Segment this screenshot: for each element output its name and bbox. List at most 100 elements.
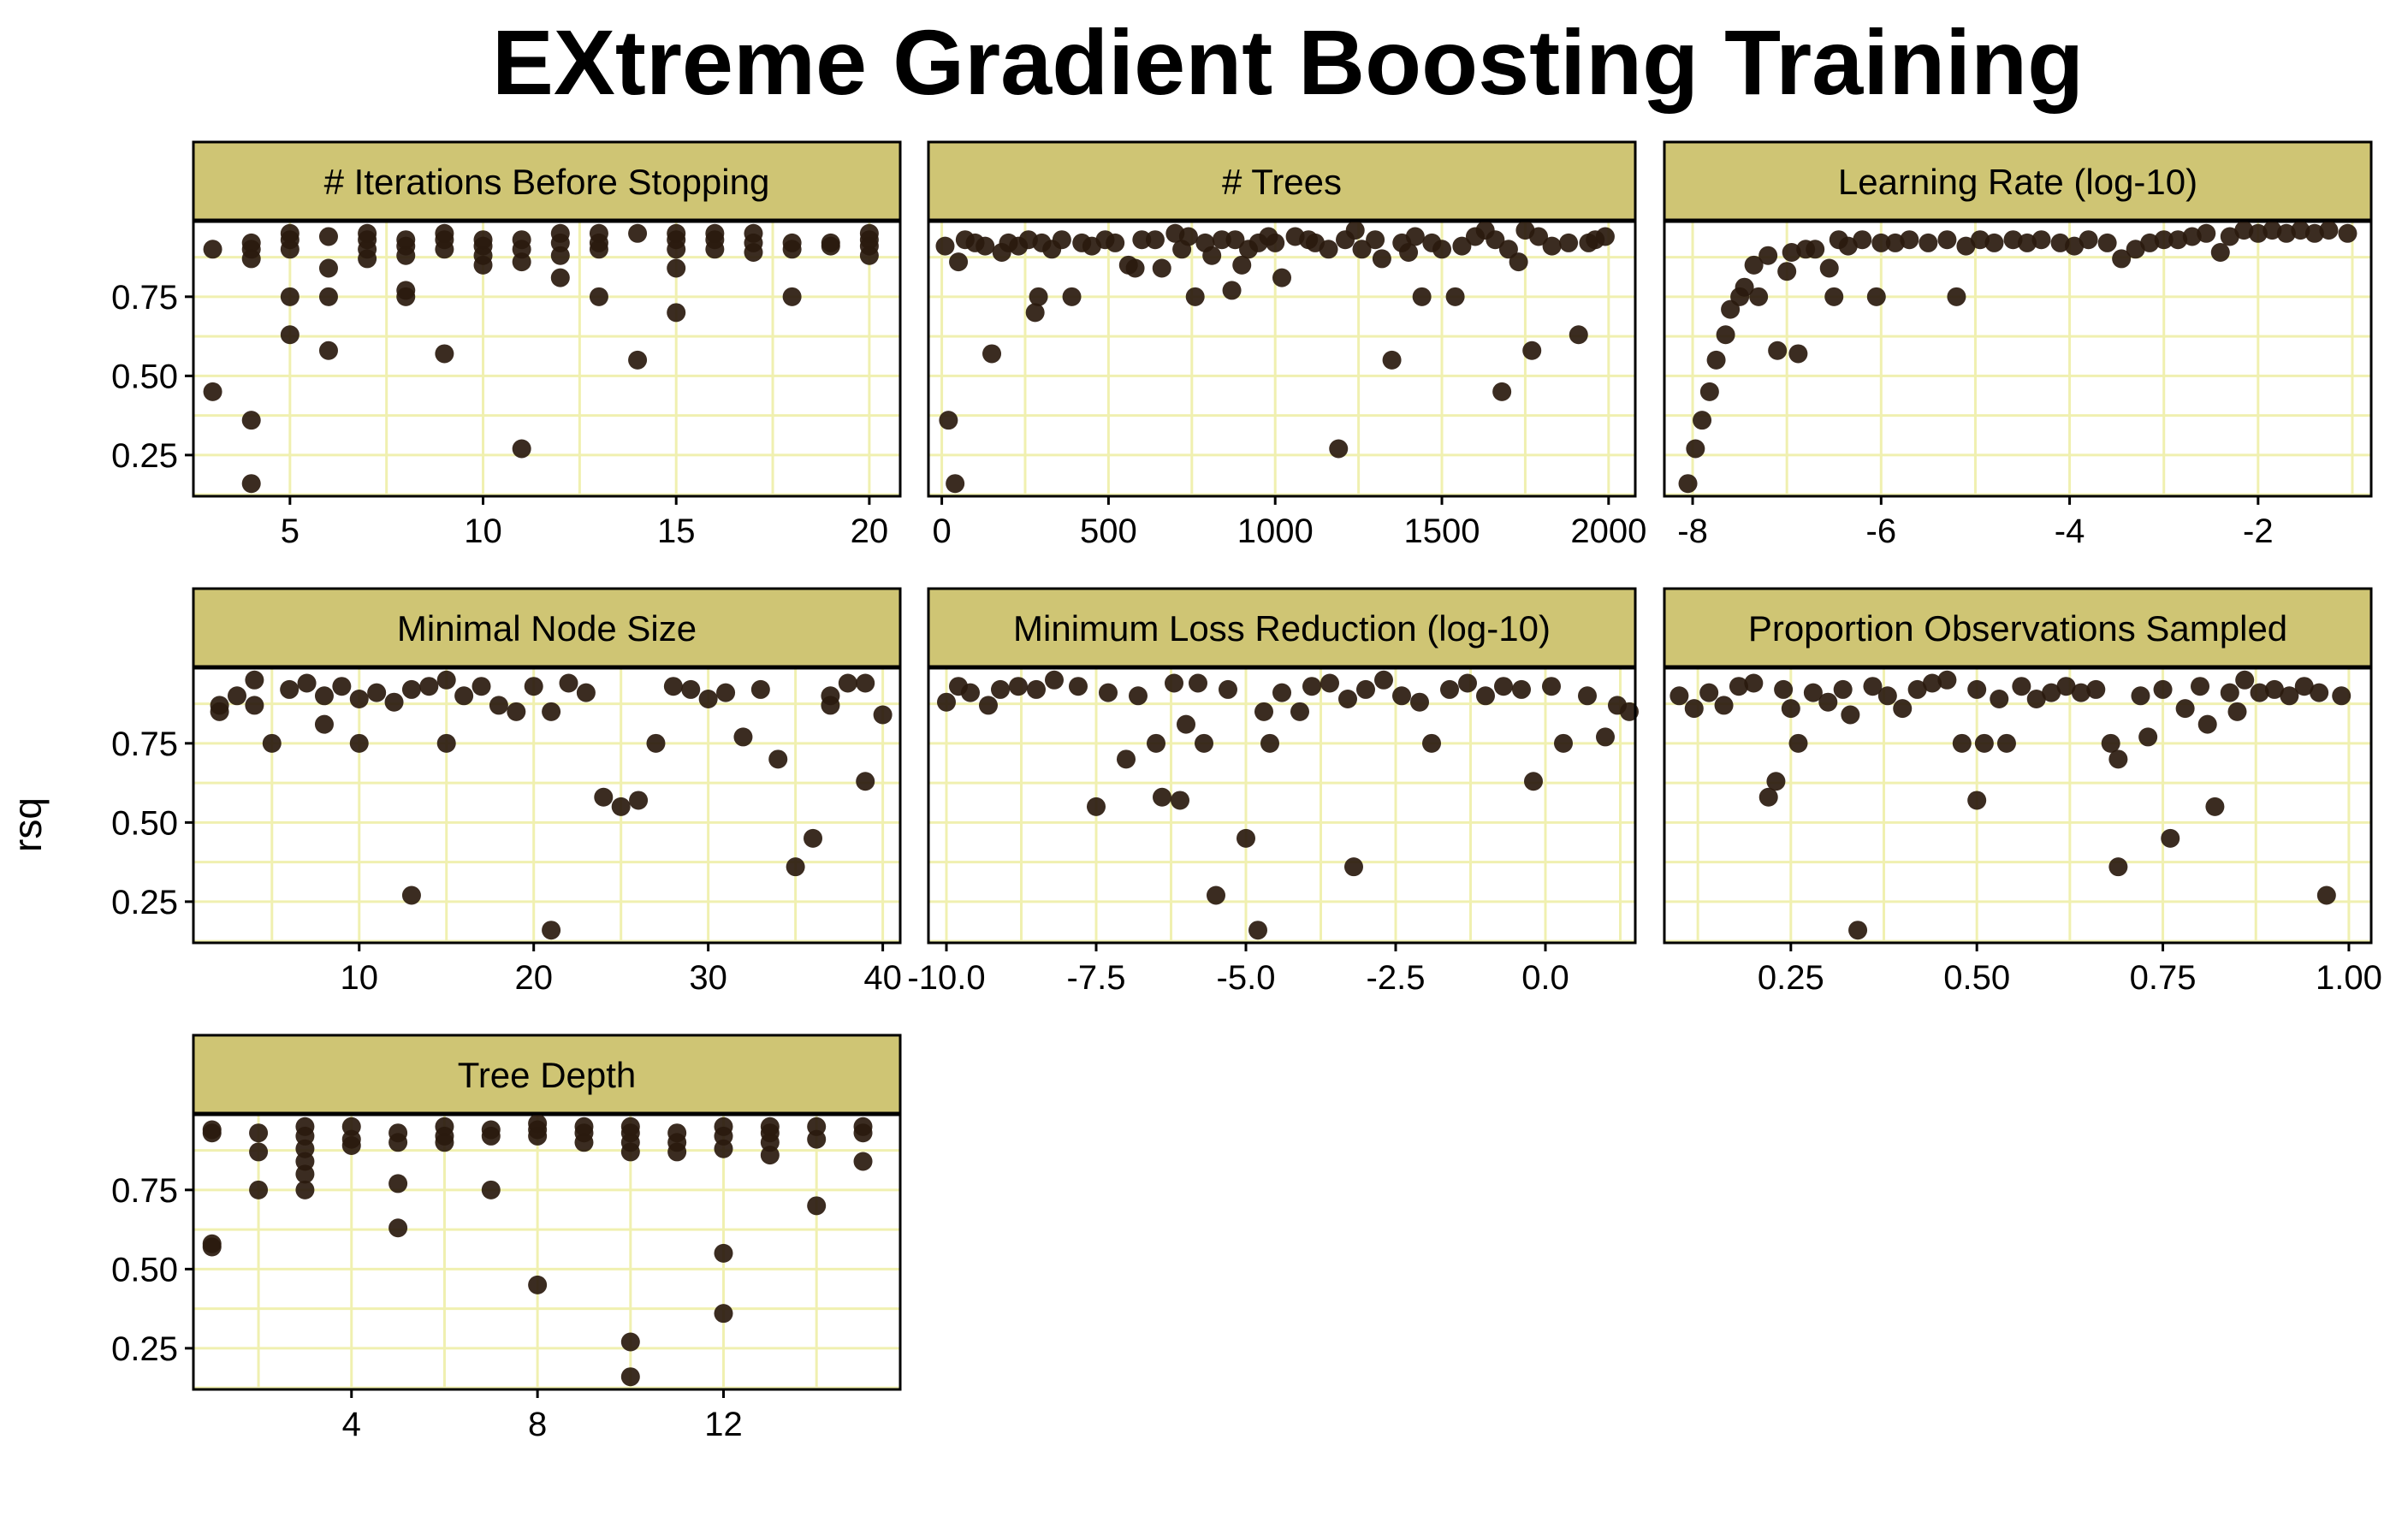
data-point — [419, 677, 439, 696]
data-point — [396, 281, 416, 300]
data-point — [249, 1180, 269, 1199]
x-tick-label: -10.0 — [907, 959, 985, 997]
data-point — [1554, 733, 1573, 753]
data-point — [1290, 702, 1309, 721]
data-point — [1338, 690, 1357, 709]
data-point — [1498, 240, 1518, 259]
data-point — [1392, 686, 1411, 706]
data-point — [714, 1243, 733, 1263]
data-point — [2086, 679, 2106, 699]
data-point — [2291, 221, 2310, 240]
data-point — [454, 686, 474, 706]
data-point — [2248, 223, 2268, 243]
y-tick-label: 0.75 — [111, 1172, 178, 1210]
data-point — [249, 1123, 269, 1143]
data-point — [1693, 411, 1712, 430]
data-point — [982, 344, 1002, 364]
data-point — [705, 223, 725, 243]
data-point — [388, 1123, 408, 1143]
data-point — [1788, 733, 1808, 753]
data-point — [1195, 733, 1213, 753]
data-point — [1923, 673, 1942, 693]
data-point — [358, 223, 377, 243]
data-point — [873, 705, 893, 725]
data-point — [2050, 233, 2070, 252]
data-point — [2101, 733, 2120, 753]
x-tick-label: -4 — [2055, 512, 2085, 550]
data-point — [202, 1234, 222, 1253]
data-point — [1494, 677, 1513, 696]
data-point — [1569, 325, 1588, 345]
data-point — [396, 230, 416, 250]
data-point — [2276, 223, 2296, 243]
data-point — [1087, 797, 1106, 816]
data-point — [786, 857, 805, 877]
data-point — [804, 828, 823, 848]
data-point — [1302, 677, 1321, 696]
data-point — [1374, 670, 1393, 690]
data-point — [838, 673, 857, 693]
data-point — [2003, 230, 2023, 250]
data-point — [210, 696, 229, 715]
data-point — [946, 474, 965, 494]
data-point — [1319, 240, 1338, 259]
data-point — [1522, 341, 1542, 360]
x-tick-label: 10 — [341, 959, 379, 997]
facet-panel: Learning Rate (log-10) -8 -6 -4 -2 — [1663, 140, 2373, 550]
data-point — [314, 714, 334, 734]
data-point — [1744, 673, 1764, 693]
data-point — [2304, 223, 2324, 243]
panel-strip-label: # Iterations Before Stopping — [324, 162, 770, 202]
data-point — [1458, 673, 1477, 693]
data-point — [388, 1174, 408, 1194]
data-point — [349, 690, 369, 709]
data-point — [280, 325, 300, 345]
data-point — [620, 1332, 640, 1352]
data-point — [1099, 683, 1118, 702]
x-tick-label: 20 — [514, 959, 553, 997]
data-point — [2220, 227, 2239, 246]
data-point — [1069, 677, 1088, 696]
x-tick-label: 1000 — [1237, 512, 1314, 550]
data-point — [1356, 679, 1375, 699]
data-point — [1937, 670, 1957, 690]
data-point — [401, 886, 421, 905]
data-point — [1320, 673, 1339, 693]
data-point — [1412, 287, 1432, 306]
data-point — [750, 679, 770, 699]
data-point — [589, 223, 608, 243]
x-tick-label: 10 — [464, 512, 502, 550]
data-point — [1900, 230, 1919, 250]
data-point — [1974, 733, 1994, 753]
data-point — [2097, 233, 2117, 252]
data-point — [2250, 683, 2269, 702]
data-point — [620, 1367, 640, 1387]
data-point — [349, 733, 369, 753]
panel-border — [192, 219, 902, 498]
data-point — [1970, 230, 1990, 250]
x-tick-label: 12 — [704, 1406, 743, 1443]
data-point — [1147, 733, 1165, 753]
panel-border — [1663, 666, 2373, 945]
data-point — [1052, 230, 1071, 250]
data-point — [1919, 233, 1938, 252]
data-point — [646, 733, 666, 753]
panel-background — [193, 221, 900, 496]
data-point — [1125, 258, 1145, 278]
panel-border — [927, 219, 1637, 498]
data-point — [1806, 240, 1825, 259]
data-point — [1686, 439, 1705, 459]
data-point — [1542, 677, 1561, 696]
data-point — [1788, 344, 1808, 364]
x-tick-label: 4 — [342, 1406, 361, 1443]
data-point — [1382, 350, 1402, 370]
data-point — [1372, 249, 1391, 269]
data-point — [1824, 287, 1844, 306]
data-point — [1996, 733, 2016, 753]
data-point — [203, 240, 222, 259]
data-point — [1171, 791, 1189, 810]
data-point — [507, 702, 526, 721]
data-point — [280, 223, 300, 243]
data-point — [1185, 287, 1205, 306]
x-tick-label: 5 — [281, 512, 300, 550]
